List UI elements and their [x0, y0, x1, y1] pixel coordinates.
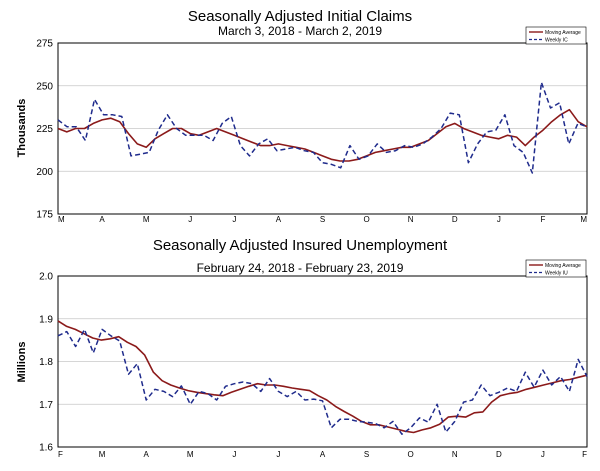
- initial-claims-chart: Seasonally Adjusted Initial Claims March…: [16, 8, 588, 224]
- chart2-legend-weekly: Weekly IU: [545, 271, 568, 277]
- chart1-legend-weekly: Weekly IC: [545, 38, 568, 44]
- chart2-legend-ma: Moving Average: [545, 263, 581, 269]
- chart2-plot-border: [57, 275, 588, 448]
- chart1-gridlines: [58, 85, 587, 172]
- c2-xtick-6: A: [320, 450, 326, 459]
- c2-xtick-5: J: [276, 450, 280, 459]
- chart1-y-ticks: 175 200 225 250 275: [36, 39, 53, 221]
- c2-xtick-8: O: [408, 450, 414, 459]
- c1-ytick-4: 275: [36, 39, 53, 50]
- c1-ytick-3: 250: [36, 81, 53, 92]
- chart2-ylabel: Millions: [16, 342, 28, 383]
- chart2-title: Seasonally Adjusted Insured Unemployment: [153, 237, 448, 254]
- c2-xtick-0: F: [58, 450, 63, 459]
- c2-xtick-4: J: [232, 450, 236, 459]
- c1-xtick-0: M: [58, 215, 65, 224]
- chart1-title: Seasonally Adjusted Initial Claims: [188, 8, 412, 25]
- c1-ytick-0: 175: [36, 210, 53, 221]
- chart1-legend-ma: Moving Average: [545, 30, 581, 36]
- chart1-plot-border: [57, 42, 588, 215]
- chart2-subtitle: February 24, 2018 - February 23, 2019: [197, 261, 404, 275]
- c1-xtick-3: J: [188, 215, 192, 224]
- c2-xtick-9: N: [452, 450, 458, 459]
- chart2-y-ticks: 1.6 1.7 1.8 1.9 2.0: [39, 272, 53, 454]
- c2-xtick-1: M: [99, 450, 106, 459]
- c2-ytick-1: 1.7: [39, 400, 53, 411]
- c2-xtick-7: S: [364, 450, 369, 459]
- c2-series-line-weekly: [57, 328, 588, 435]
- c2-ytick-4: 2.0: [39, 272, 53, 283]
- chart2-legend: Moving Average Weekly IU: [525, 259, 587, 278]
- c2-ytick-2: 1.8: [39, 357, 53, 368]
- c1-xtick-4: J: [232, 215, 236, 224]
- c2-xtick-12: F: [582, 450, 587, 459]
- c1-xtick-5: A: [276, 215, 282, 224]
- c1-xtick-11: F: [540, 215, 545, 224]
- c2-series-line-moving-average: [57, 320, 588, 434]
- chart2-gridlines: [58, 318, 587, 405]
- c1-ytick-2: 225: [36, 124, 53, 135]
- c1-series-line-moving-average: [57, 108, 588, 162]
- c1-xtick-12: M: [580, 215, 587, 224]
- c1-xtick-2: M: [143, 215, 150, 224]
- c2-xtick-3: M: [187, 450, 194, 459]
- c1-series-line-weekly: [57, 81, 588, 174]
- c1-xtick-7: O: [363, 215, 369, 224]
- c2-xtick-11: J: [541, 450, 545, 459]
- c1-xtick-8: N: [408, 215, 414, 224]
- c2-ytick-0: 1.6: [39, 443, 53, 454]
- c2-xtick-10: D: [496, 450, 502, 459]
- c1-ytick-1: 200: [36, 167, 53, 178]
- chart1-series: [57, 81, 588, 174]
- c1-xtick-1: A: [99, 215, 105, 224]
- chart2-series: [57, 320, 588, 435]
- c2-ytick-3: 1.9: [39, 314, 53, 325]
- c2-xtick-2: A: [143, 450, 149, 459]
- c1-xtick-6: S: [320, 215, 325, 224]
- chart1-subtitle: March 3, 2018 - March 2, 2019: [218, 24, 382, 38]
- c1-xtick-10: J: [497, 215, 501, 224]
- c1-xtick-9: D: [452, 215, 458, 224]
- chart1-legend: Moving Average Weekly IC: [525, 26, 587, 45]
- chart1-ylabel: Thousands: [16, 99, 28, 158]
- insured-unemployment-chart: Seasonally Adjusted Insured Unemployment…: [16, 237, 588, 459]
